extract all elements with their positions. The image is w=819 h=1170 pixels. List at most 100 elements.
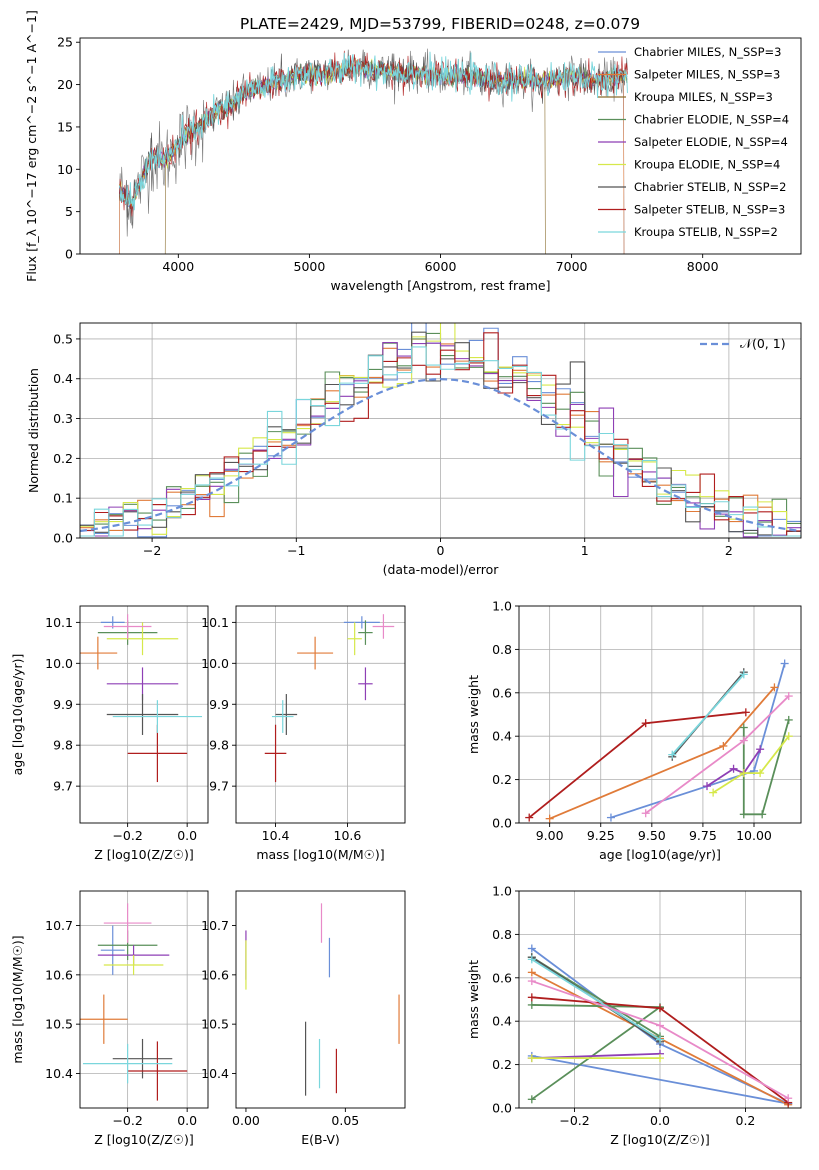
weight-series [641, 692, 793, 818]
panel-residuals: −2 −1 0 1 2 0.0 0.1 0.2 0.3 0.4 0.5 (data-model)/er… [26, 322, 802, 577]
legend-entry: Salpeter ELODIE, N_SSP=4 [598, 135, 788, 149]
x-tick-label: −0.2 [112, 828, 142, 843]
legend-label: Chabrier ELODIE, N_SSP=4 [634, 113, 789, 127]
axes-frame [79, 890, 209, 1109]
y-tick-label: 0.4 [53, 371, 73, 386]
legend-entry: Chabrier MILES, N_SSP=3 [598, 45, 781, 59]
y-tick-label: 1.0 [492, 599, 512, 614]
y-tick-label: 0.0 [53, 531, 73, 546]
errorbar-point [106, 622, 179, 656]
x-tick-label: 0.0 [177, 1113, 197, 1128]
y-tick-label: 0.8 [492, 927, 512, 942]
legend-label: Chabrier STELIB, N_SSP=2 [634, 180, 786, 194]
y-tick-label: 10 [57, 162, 73, 177]
y-tick-label: 10.5 [45, 1017, 73, 1032]
y-tick-label: 9.7 [53, 779, 73, 794]
y-tick-label: 10.1 [201, 615, 229, 630]
plot-area [525, 659, 793, 823]
errorbar-point [347, 622, 362, 656]
y-tick-label: 0.1 [53, 491, 73, 506]
y-axis-label: mass weight [466, 675, 481, 754]
legend-label: Kroupa STELIB, N_SSP=2 [634, 225, 778, 239]
legend-label: Salpeter STELIB, N_SSP=3 [634, 203, 785, 217]
x-axis-label: (data-model)/error [383, 562, 500, 577]
x-tick-label: 8000 [687, 259, 719, 274]
y-tick-label: 5 [65, 204, 73, 219]
x-tick-label: −0.2 [112, 1113, 142, 1128]
errorbar-point [80, 994, 128, 1044]
axes-frame [235, 890, 406, 1109]
errorbar-point [112, 1038, 173, 1079]
panel-spectrum: 4000 5000 6000 7000 8000 0 5 10 15 20 25 wavelength… [24, 10, 802, 293]
y-tick-label: 10.4 [45, 1066, 73, 1081]
weight-line [531, 1055, 789, 1105]
y-tick-label: 10.1 [45, 615, 73, 630]
legend: Chabrier MILES, N_SSP=3 Salpeter MILES, N… [598, 45, 789, 239]
x-tick-label: 0.05 [331, 1113, 359, 1128]
errorbar-point [372, 614, 395, 639]
errorbar-point [100, 925, 125, 975]
weight-series [668, 670, 748, 759]
y-tick-label: 25 [57, 35, 73, 50]
weight-series [527, 993, 793, 1107]
y-tick-label: 10.7 [201, 918, 229, 933]
y-tick-label: 10.5 [201, 1017, 229, 1032]
weight-series [545, 683, 779, 823]
residual-histogram [80, 346, 801, 537]
errorbar-point [264, 724, 287, 783]
weight-series [527, 955, 664, 1044]
y-tick-label: 0 [65, 247, 73, 262]
spectrum-model-line [119, 49, 628, 226]
y-tick-label: 20 [57, 77, 73, 92]
plot-area [245, 903, 400, 1096]
y-tick-label: 0.2 [53, 451, 73, 466]
errorbar-point [127, 1041, 188, 1101]
x-tick-label: 0.00 [232, 1113, 260, 1128]
x-tick-label: 9.00 [536, 828, 564, 843]
y-axis-label: mass weight [466, 960, 481, 1039]
axes-frame [79, 605, 209, 824]
y-axis-label: age [log10(age/yr)] [10, 654, 25, 776]
weight-line [528, 711, 746, 819]
x-tick-label: 6000 [425, 259, 457, 274]
plot-area [527, 944, 793, 1108]
x-tick-label: −0.2 [559, 1113, 589, 1128]
plot-area [80, 903, 188, 1101]
errorbar-point [80, 636, 118, 670]
weight-series [527, 977, 793, 1103]
x-axis-label: wavelength [Angstrom, rest frame] [330, 278, 550, 293]
y-tick-label: 10.7 [45, 918, 73, 933]
y-axis-label: mass [log10(M/M☉)] [10, 935, 25, 1063]
y-tick-label: 10.6 [45, 967, 73, 982]
x-tick-label: 10.4 [262, 828, 290, 843]
x-tick-label: 9.75 [689, 828, 717, 843]
x-tick-label: 0.0 [177, 828, 197, 843]
x-axis-label: mass [log10(M/M☉)] [256, 847, 384, 862]
x-tick-label: 0.0 [650, 1113, 670, 1128]
y-tick-label: 0.0 [492, 1101, 512, 1116]
panel-weight_vs_age: 9.00 9.25 9.50 9.75 10.00 0.0 0.2 0.4 0.6 0.8 1.0 a… [466, 599, 802, 862]
weight-series [525, 708, 750, 822]
x-tick-label: −1 [287, 543, 305, 558]
y-tick-label: 10.6 [201, 967, 229, 982]
x-tick-label: 9.25 [587, 828, 615, 843]
x-tick-label: 2 [725, 543, 733, 558]
errorbar-point [358, 620, 373, 645]
errorbar-point [275, 694, 298, 735]
plot-area [80, 614, 203, 783]
errorbar-point [82, 1043, 173, 1084]
errorbar-point [127, 724, 188, 783]
y-tick-label: 0.6 [492, 685, 512, 700]
legend-label: Kroupa MILES, N_SSP=3 [634, 90, 773, 104]
y-tick-label: 0.6 [492, 970, 512, 985]
errorbar-point [343, 616, 380, 629]
spectrum-model-line [119, 60, 625, 254]
legend-entry: Kroupa MILES, N_SSP=3 [598, 90, 773, 104]
plot-area [118, 48, 628, 254]
x-axis-label: Z [log10(Z/Z☉)] [94, 1132, 194, 1147]
legend-entry: Salpeter MILES, N_SSP=3 [598, 68, 780, 82]
errorbar-point [103, 903, 152, 943]
weight-series [527, 1049, 664, 1063]
y-tick-label: 0.8 [492, 642, 512, 657]
y-tick-label: 10.0 [45, 656, 73, 671]
